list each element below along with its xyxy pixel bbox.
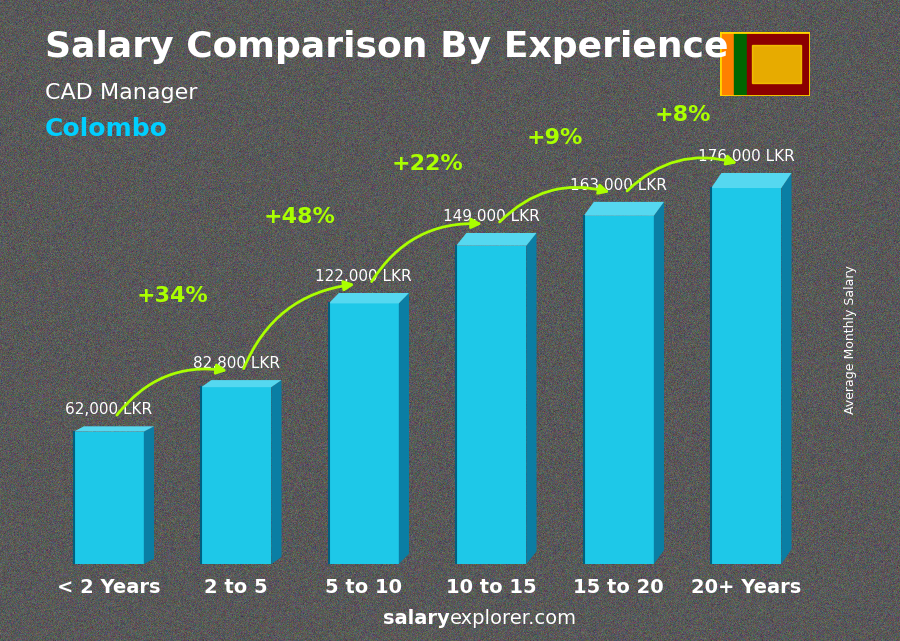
FancyArrowPatch shape xyxy=(500,185,607,222)
Text: +48%: +48% xyxy=(264,207,336,227)
Polygon shape xyxy=(74,431,144,564)
FancyArrowPatch shape xyxy=(627,156,734,191)
Text: 163,000 LKR: 163,000 LKR xyxy=(571,178,667,193)
Text: +9%: +9% xyxy=(526,128,583,149)
Bar xyxy=(752,45,801,83)
Text: 149,000 LKR: 149,000 LKR xyxy=(443,209,540,224)
Text: explorer.com: explorer.com xyxy=(450,609,577,628)
Polygon shape xyxy=(711,173,791,188)
FancyArrowPatch shape xyxy=(117,365,224,415)
Text: 62,000 LKR: 62,000 LKR xyxy=(65,403,152,417)
Polygon shape xyxy=(328,293,409,303)
Polygon shape xyxy=(456,233,536,246)
Polygon shape xyxy=(202,387,271,564)
Polygon shape xyxy=(144,426,154,564)
Text: 176,000 LKR: 176,000 LKR xyxy=(698,149,795,164)
Polygon shape xyxy=(271,380,282,564)
Text: Salary Comparison By Experience: Salary Comparison By Experience xyxy=(45,30,728,64)
Bar xyxy=(734,32,747,96)
Text: +22%: +22% xyxy=(392,154,464,174)
Text: 122,000 LKR: 122,000 LKR xyxy=(315,269,412,284)
Polygon shape xyxy=(781,173,791,564)
Bar xyxy=(747,32,810,96)
Text: +8%: +8% xyxy=(654,105,711,125)
Polygon shape xyxy=(328,303,399,564)
Text: Average Monthly Salary: Average Monthly Salary xyxy=(844,265,857,414)
Text: salary: salary xyxy=(383,609,450,628)
Polygon shape xyxy=(711,188,781,564)
Text: CAD Manager: CAD Manager xyxy=(45,83,197,103)
Bar xyxy=(720,32,733,96)
Polygon shape xyxy=(584,216,653,564)
FancyArrowPatch shape xyxy=(372,219,479,281)
Polygon shape xyxy=(584,202,664,216)
Polygon shape xyxy=(653,202,664,564)
Text: +34%: +34% xyxy=(137,287,209,306)
Polygon shape xyxy=(202,380,282,387)
FancyArrowPatch shape xyxy=(244,281,352,369)
Text: Colombo: Colombo xyxy=(45,117,168,141)
Text: 82,800 LKR: 82,800 LKR xyxy=(193,356,280,371)
Polygon shape xyxy=(526,233,536,564)
Polygon shape xyxy=(74,426,154,431)
Polygon shape xyxy=(399,293,409,564)
Polygon shape xyxy=(456,246,526,564)
